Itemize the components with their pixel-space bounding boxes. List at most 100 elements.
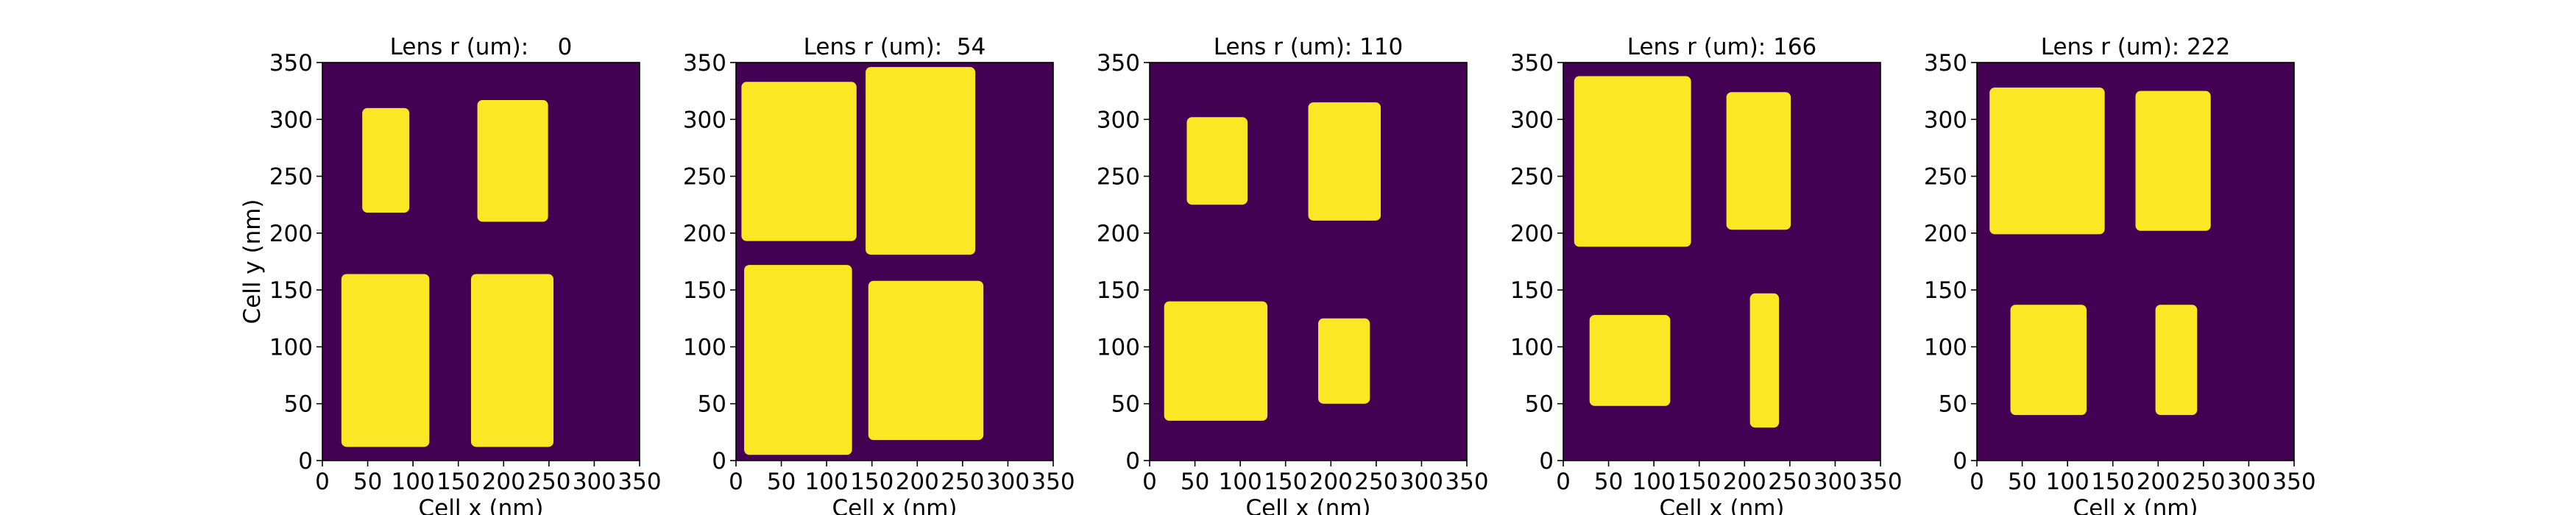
x-tick-label: 200 [1723,469,1766,495]
y-tick-label: 50 [698,391,726,418]
y-tick-label: 150 [683,277,726,304]
y-tick-label: 250 [1510,164,1554,191]
feature-rect-1 [1186,117,1248,205]
feature-rect-4 [1318,318,1370,404]
axes-frame [322,62,640,461]
y-tick-label: 50 [1525,391,1554,418]
x-tick-label: 300 [1400,469,1443,495]
chart-title: Lens r (um): 54 [804,34,986,60]
x-tick-label: 0 [1556,469,1571,495]
x-tick-label: 350 [1445,469,1488,495]
y-tick-label: 300 [1510,107,1554,133]
y-tick-label: 100 [683,334,726,360]
y-tick-label: 350 [1097,50,1140,77]
feature-rect-1 [741,82,857,241]
chart-title: Lens r (um): 222 [2041,34,2231,60]
y-tick-label: 300 [1097,107,1140,133]
x-tick-label: 350 [1858,469,1902,495]
y-tick-label: 0 [1539,448,1554,475]
x-tick-label: 350 [2272,469,2315,495]
axes-frame [1563,62,1881,461]
feature-rect-1 [362,107,410,213]
axes-frame [735,62,1054,461]
feature-rect-4 [2155,305,2198,416]
x-tick-label: 350 [1031,469,1075,495]
y-tick-label: 350 [269,50,313,77]
y-tick-label: 200 [683,221,726,247]
chart-title: Lens r (um): 0 [390,34,573,60]
x-tick-label: 200 [2137,469,2180,495]
x-tick-label: 150 [1677,469,1721,495]
x-tick-label: 250 [2182,469,2225,495]
x-tick-label: 250 [1354,469,1398,495]
x-tick-label: 100 [1219,469,1262,495]
x-tick-label: 300 [573,469,616,495]
x-tick-label: 50 [1181,469,1209,495]
x-tick-label: 150 [1264,469,1307,495]
feature-rect-2 [1726,92,1791,230]
y-tick-label: 200 [1510,221,1554,247]
y-tick-label: 50 [284,391,313,418]
y-tick-label: 250 [1924,164,1967,191]
x-axis-label: Cell x (nm) [2073,495,2198,515]
x-tick-label: 100 [805,469,849,495]
feature-rect-2 [477,100,548,222]
y-axis-label: Cell y (nm) [239,199,266,324]
x-tick-label: 250 [1768,469,1811,495]
chart-title: Lens r (um): 110 [1214,34,1404,60]
y-tick-label: 100 [1510,334,1554,360]
feature-rect-4 [868,280,984,441]
x-tick-label: 100 [1632,469,1676,495]
feature-rect-1 [1989,88,2105,235]
y-tick-label: 100 [1924,334,1967,360]
axes-frame [1149,62,1468,461]
y-tick-label: 250 [683,164,726,191]
y-tick-label: 350 [1510,50,1554,77]
feature-rect-2 [1308,102,1381,221]
y-tick-label: 0 [298,448,313,475]
feature-rect-3 [744,265,852,455]
y-tick-label: 250 [1097,164,1140,191]
x-tick-label: 200 [896,469,939,495]
x-tick-label: 0 [315,469,330,495]
y-tick-label: 100 [269,334,313,360]
feature-rect-1 [1574,76,1691,247]
x-tick-label: 300 [986,469,1030,495]
x-tick-label: 250 [941,469,984,495]
subplot-2: 0 50 100 150 200 250 300 3500501001502002503003… [683,34,1075,515]
y-tick-label: 300 [269,107,313,133]
x-tick-label: 50 [353,469,382,495]
x-tick-label: 150 [436,469,480,495]
x-tick-label: 300 [1814,469,1857,495]
x-tick-label: 50 [767,469,796,495]
x-tick-label: 50 [2008,469,2037,495]
feature-rect-3 [1164,301,1268,421]
y-tick-label: 150 [1924,277,1967,304]
feature-rect-3 [1589,315,1671,406]
feature-rect-4 [470,274,554,447]
y-tick-label: 300 [1924,107,1967,133]
y-tick-label: 50 [1939,391,1967,418]
y-tick-label: 350 [1924,50,1967,77]
x-tick-label: 0 [729,469,743,495]
x-tick-label: 250 [527,469,570,495]
x-tick-label: 300 [2227,469,2271,495]
y-tick-label: 350 [683,50,726,77]
x-tick-label: 50 [1594,469,1623,495]
y-tick-label: 300 [683,107,726,133]
x-axis-label: Cell x (nm) [832,495,957,515]
x-tick-label: 0 [1142,469,1157,495]
y-tick-label: 0 [712,448,726,475]
feature-rect-4 [1749,293,1780,428]
subplot-5: 0 50 100 150 200 250 300 3500501001502002503003… [1924,34,2316,515]
x-tick-label: 150 [2091,469,2134,495]
x-tick-label: 200 [1309,469,1353,495]
y-tick-label: 150 [1510,277,1554,304]
x-axis-label: Cell x (nm) [1245,495,1370,515]
y-tick-label: 150 [269,277,313,304]
x-tick-label: 100 [2046,469,2090,495]
y-tick-label: 250 [269,164,313,191]
chart-title: Lens r (um): 166 [1627,34,1817,60]
feature-rect-2 [2135,90,2211,231]
